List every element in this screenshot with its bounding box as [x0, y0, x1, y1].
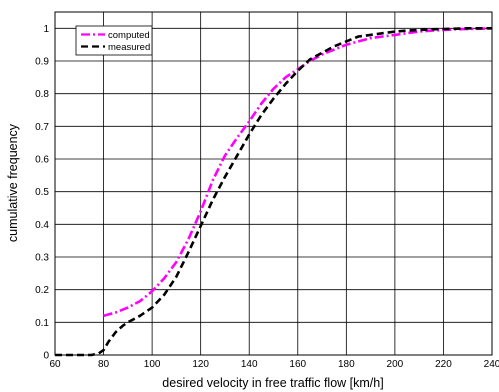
y-tick-label: 0.7: [35, 122, 49, 133]
x-tick-label: 80: [98, 359, 110, 370]
x-tick-label: 220: [435, 359, 452, 370]
x-axis-label: desired velocity in free traffic flow [k…: [162, 376, 383, 390]
legend-box: [75, 25, 153, 56]
y-axis-label: cumulative frequency: [6, 123, 20, 242]
y-tick-label: 0: [43, 351, 49, 362]
x-tick-label: 120: [192, 359, 209, 370]
legend-label-computed: computed: [108, 30, 150, 41]
y-tick-label: 0.3: [35, 253, 49, 264]
y-tick-label: 0.5: [35, 187, 49, 198]
series-line-measured: [55, 26, 492, 357]
y-tick-label: 1: [43, 24, 49, 35]
x-tick-label: 60: [49, 359, 61, 370]
x-tick-label: 240: [484, 359, 499, 370]
y-tick-label: 0.2: [35, 285, 49, 296]
x-tick-label: 180: [338, 359, 355, 370]
y-tick-label: 0.4: [35, 220, 49, 231]
x-tick-labels: 60 80 100 120 140 160 180 200 220 240: [49, 359, 499, 370]
x-tick-label: 160: [289, 359, 306, 370]
y-tick-label: 0.1: [35, 318, 49, 329]
series-layer: [55, 26, 493, 357]
plot-frame: [54, 11, 493, 356]
legend: computed measured: [75, 25, 153, 56]
x-tick-label: 200: [387, 359, 404, 370]
y-tick-label: 0.8: [35, 89, 49, 100]
y-tick-label: 0.9: [35, 57, 49, 68]
y-tick-labels: 0 0.1 0.2 0.3 0.4 0.5 0.6 0.7 0.8 0.9 1: [35, 24, 49, 362]
x-tick-label: 140: [241, 359, 258, 370]
y-tick-label: 0.6: [35, 155, 49, 166]
x-tick-label: 100: [144, 359, 161, 370]
legend-label-measured: measured: [108, 42, 150, 53]
